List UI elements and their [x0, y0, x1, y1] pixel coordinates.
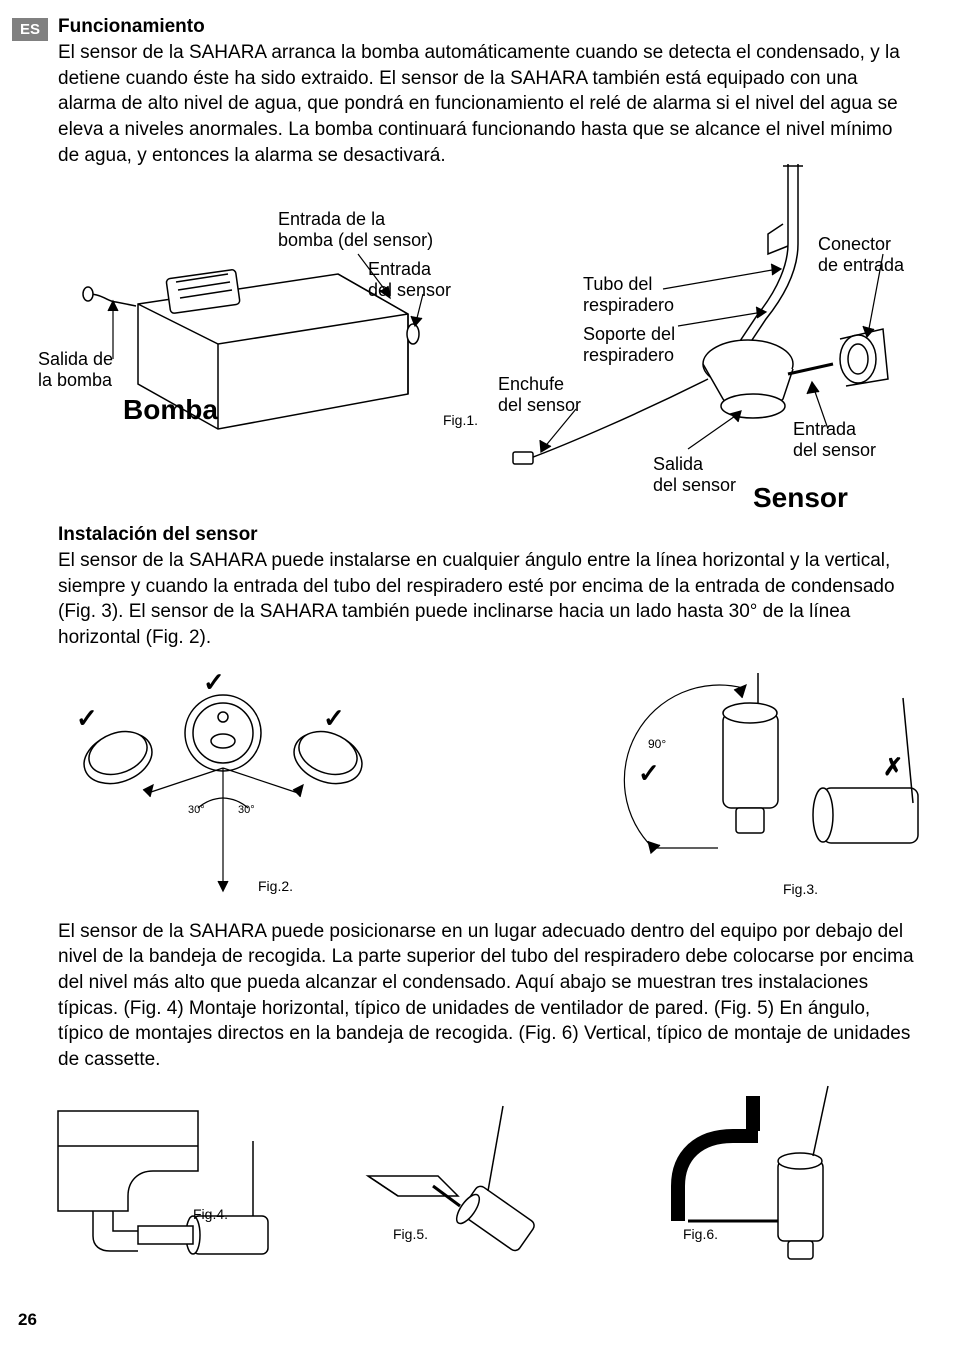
fig3-diagram: 90° — [518, 663, 938, 903]
section2-body: El sensor de la SAHARA puede instalarse … — [58, 548, 914, 651]
label-salida-sensor: Salida del sensor — [653, 454, 736, 495]
section2-title: Instalación del sensor — [58, 524, 914, 546]
label-tubo: Tubo del respiradero — [583, 274, 674, 315]
section3-body: El sensor de la SAHARA puede posicionars… — [58, 919, 914, 1073]
page-number: 26 — [18, 1310, 37, 1330]
label-soporte: Soporte del respiradero — [583, 324, 675, 365]
fig6-caption: Fig.6. — [683, 1226, 718, 1242]
label-entrada-bomba: Entrada de la bomba (del sensor) — [278, 209, 433, 250]
check-icon: ✓ — [76, 703, 98, 734]
angle-right: 30° — [238, 804, 255, 816]
section1-body: El sensor de la SAHARA arranca la bomba … — [58, 40, 914, 168]
fig2-diagram: 30° 30° — [58, 663, 418, 903]
figure1-area: Entrada de la bomba (del sensor) Entrada… — [58, 174, 938, 514]
check-icon: ✓ — [323, 703, 345, 734]
figure2-3-area: 30° 30° ✓ ✓ ✓ Fig.2. — [58, 663, 938, 903]
cross-icon: ✗ — [883, 753, 903, 782]
figure4-5-6-area: Fig.4. Fig.5. — [58, 1081, 938, 1271]
label-sensor: Sensor — [753, 482, 848, 514]
label-entrada-sensor-r: Entrada del sensor — [793, 419, 876, 460]
label-salida-bomba: Salida de la bomba — [38, 349, 113, 390]
fig6-diagram — [638, 1076, 868, 1266]
fig3-angle: 90° — [648, 737, 666, 751]
fig2-caption: Fig.2. — [258, 878, 293, 894]
fig5-caption: Fig.5. — [393, 1226, 428, 1242]
page-content: Funcionamiento El sensor de la SAHARA ar… — [58, 16, 914, 1271]
fig4-diagram — [38, 1081, 308, 1261]
check-icon: ✓ — [638, 758, 660, 789]
label-bomba: Bomba — [123, 394, 218, 426]
label-entrada-sensor-top: Entrada del sensor — [368, 259, 451, 300]
label-conector: Conector de entrada — [818, 234, 904, 275]
angle-left: 30° — [188, 804, 205, 816]
sensor-diagram — [488, 154, 948, 494]
fig4-caption: Fig.4. — [193, 1206, 228, 1222]
language-badge: ES — [12, 18, 48, 41]
label-enchufe: Enchufe del sensor — [498, 374, 581, 415]
check-icon: ✓ — [203, 667, 225, 698]
fig5-diagram — [348, 1081, 578, 1261]
fig1-caption: Fig.1. — [443, 412, 478, 428]
fig3-caption: Fig.3. — [783, 881, 818, 897]
section1-title: Funcionamiento — [58, 16, 914, 38]
